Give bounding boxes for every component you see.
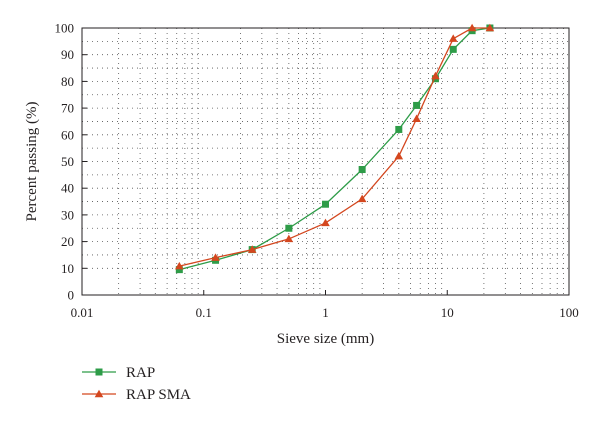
data-point: [413, 101, 421, 109]
data-point: [449, 45, 457, 53]
data-point: [284, 234, 294, 243]
series-rap: [175, 24, 494, 274]
y-axis-ticks: 0 10 20 30 40 50 60 70 80 90 100: [55, 21, 87, 303]
data-point: [467, 23, 477, 32]
data-point: [395, 125, 403, 133]
data-point: [175, 266, 183, 274]
data-point: [321, 218, 330, 227]
data-point: [247, 245, 257, 253]
y-tick-label: 30: [61, 207, 74, 222]
data-point: [322, 200, 329, 208]
data-point: [285, 224, 293, 232]
y-tick-label: 10: [61, 261, 74, 276]
series-line: [179, 27, 490, 267]
data-point: [448, 34, 458, 42]
y-tick-label: 20: [61, 234, 74, 249]
x-axis-title: Sieve size (mm): [277, 331, 374, 347]
x-axis-ticks: 0.01 0.1 1 10 100: [71, 290, 579, 320]
x-tick-label: 100: [559, 305, 579, 320]
y-tick-label: 100: [55, 21, 75, 36]
data-point: [485, 23, 495, 32]
legend-label: RAP SMA: [126, 387, 191, 403]
legend-item: RAP: [82, 365, 155, 381]
series-rap-sma: [175, 23, 495, 270]
y-tick-label: 80: [61, 74, 74, 89]
legend-marker: [94, 389, 104, 398]
data-point: [175, 261, 184, 270]
data-point: [412, 114, 421, 123]
legend-item: RAP SMA: [82, 387, 191, 403]
x-tick-label: 10: [441, 305, 454, 320]
y-axis-title: Percent passing (%): [24, 102, 40, 222]
y-tick-label: 50: [61, 154, 74, 169]
y-tick-label: 70: [61, 101, 74, 116]
legend: RAP RAP SMA: [82, 365, 191, 403]
x-tick-label: 0.01: [71, 305, 94, 320]
y-tick-label: 60: [61, 127, 74, 142]
data-point: [357, 194, 367, 203]
legend-label: RAP: [126, 365, 155, 381]
data-point: [431, 71, 440, 80]
x-tick-label: 1: [322, 305, 329, 320]
data-point: [211, 253, 220, 261]
grid: [82, 28, 569, 295]
series-layer: [175, 23, 495, 274]
y-tick-label: 0: [68, 288, 75, 303]
series-line: [179, 27, 490, 271]
data-point: [394, 151, 404, 160]
legend-marker: [95, 368, 103, 376]
y-tick-label: 40: [61, 181, 74, 196]
data-point: [358, 166, 366, 174]
y-tick-label: 90: [61, 47, 74, 62]
x-tick-label: 0.1: [196, 305, 212, 320]
